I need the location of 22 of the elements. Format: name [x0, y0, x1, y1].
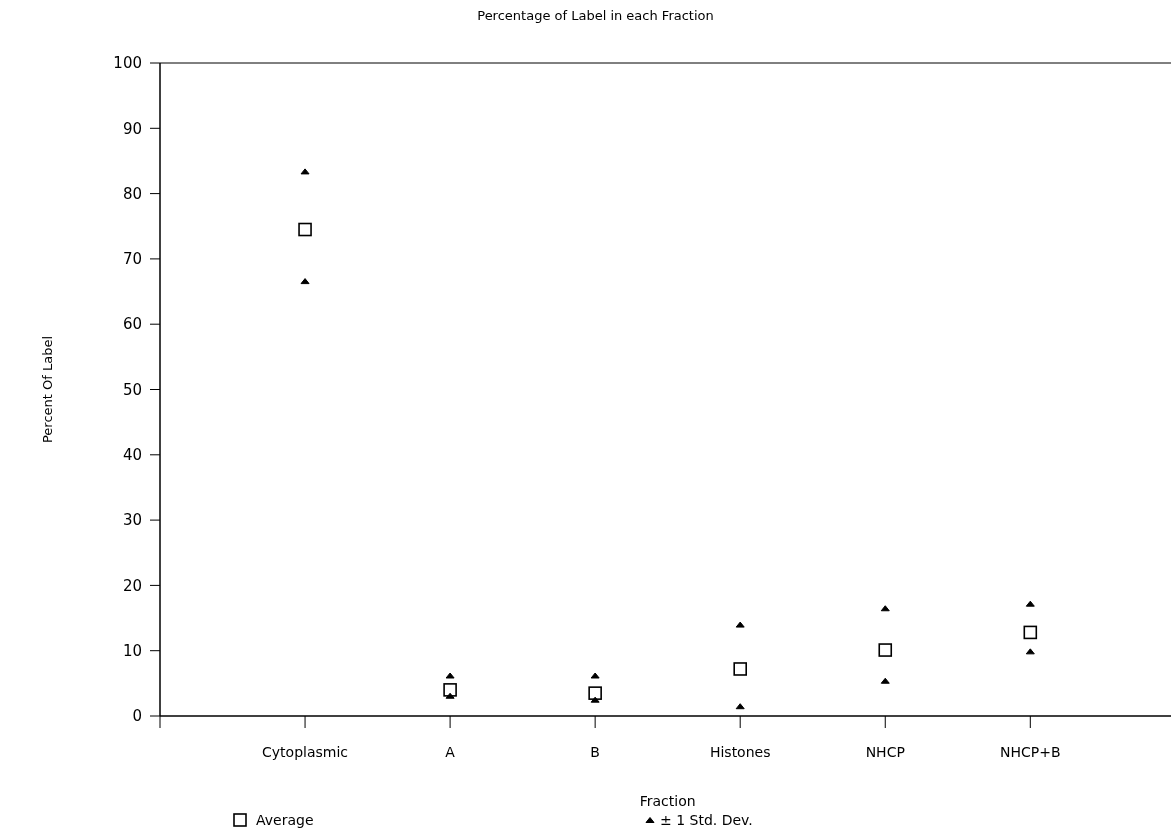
x-tick-label: A: [445, 744, 456, 760]
x-tick-label: Histones: [709, 744, 771, 760]
y-tick-label: 80: [122, 184, 142, 203]
y-tick-label: 10: [122, 641, 142, 660]
y-tick-label: 60: [122, 315, 142, 334]
y-tick-label: 100: [113, 54, 142, 73]
y-tick-label: 40: [122, 446, 142, 465]
y-tick-label: 50: [122, 380, 142, 399]
y-tick-label: 70: [122, 250, 142, 269]
y-axis-title: Percent Of Label: [40, 335, 55, 444]
y-tick-label: 30: [122, 511, 142, 530]
x-tick-label: NHCP+B: [1000, 744, 1061, 760]
y-tick-label: 0: [132, 707, 142, 726]
legend-label: Average: [256, 812, 314, 828]
y-tick-label: 90: [122, 119, 142, 138]
x-tick-label: B: [590, 744, 600, 760]
x-tick-label: NHCP: [865, 744, 905, 760]
chart-title: Percentage of Label in each Fraction: [477, 8, 714, 23]
x-tick-label: Cytoplasmic: [262, 744, 349, 760]
legend-label: ± 1 Std. Dev.: [660, 812, 753, 828]
x-axis-title: Fraction: [639, 793, 696, 809]
y-tick-label: 20: [122, 576, 142, 595]
